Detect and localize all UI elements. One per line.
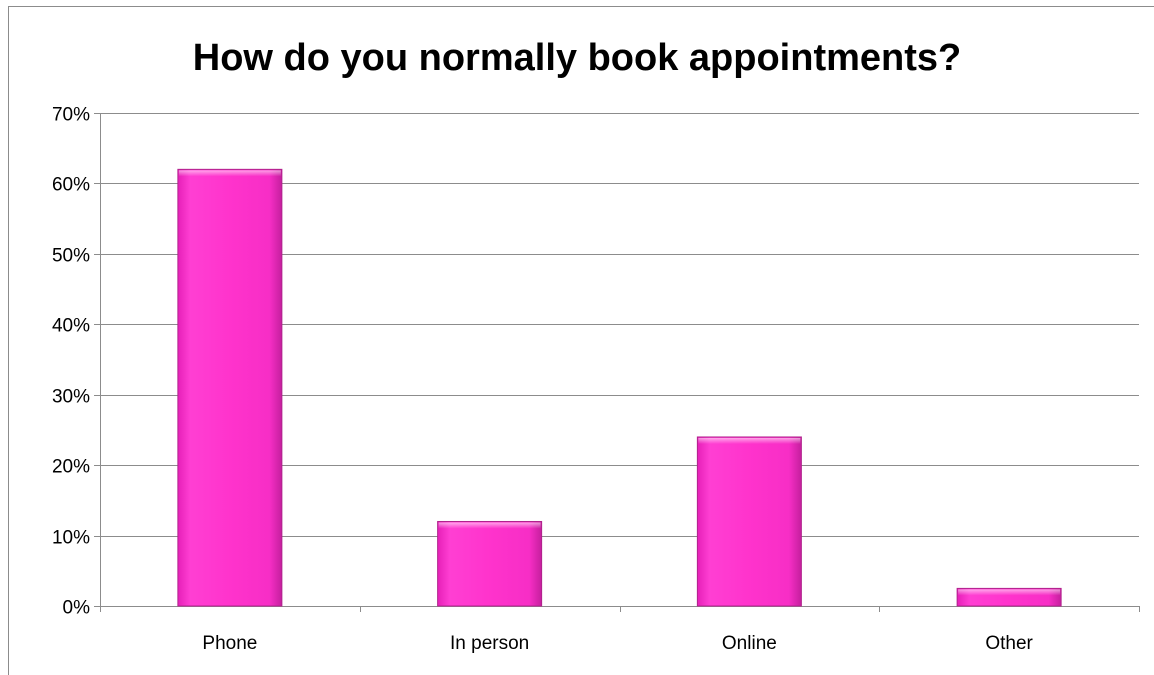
y-tick-label: 50%	[52, 246, 90, 267]
y-tick-label: 30%	[52, 387, 90, 408]
bar	[437, 520, 543, 607]
y-tick-label: 60%	[52, 175, 90, 196]
bar	[696, 436, 802, 607]
bar-highlight	[958, 589, 1061, 596]
bar	[177, 168, 283, 607]
x-tick-label: Online	[722, 633, 777, 654]
y-tick-label: 20%	[52, 457, 90, 478]
chart-title: How do you normally book appointments?	[192, 37, 962, 79]
bars	[177, 168, 1062, 607]
bar-highlight	[178, 170, 281, 177]
bar-online	[696, 436, 802, 607]
x-tick-labels: Phone In person Online Other	[202, 633, 1033, 654]
x-tick-label: Other	[985, 633, 1033, 654]
bar-highlight	[698, 437, 801, 444]
bar-phone	[177, 168, 283, 607]
y-tick-label: 10%	[52, 528, 90, 549]
y-tick-label: 70%	[52, 105, 90, 126]
bar-other	[956, 587, 1062, 607]
y-tick-labels: 0% 10% 20% 30% 40% 50% 60% 70%	[52, 105, 90, 619]
bar-highlight	[438, 522, 541, 529]
y-tick-label: 0%	[63, 598, 91, 619]
axes	[100, 113, 1140, 612]
bar-in-person	[437, 520, 543, 607]
x-tick-label: In person	[450, 633, 529, 654]
y-tick-label: 40%	[52, 316, 90, 337]
x-tick-label: Phone	[202, 633, 257, 654]
